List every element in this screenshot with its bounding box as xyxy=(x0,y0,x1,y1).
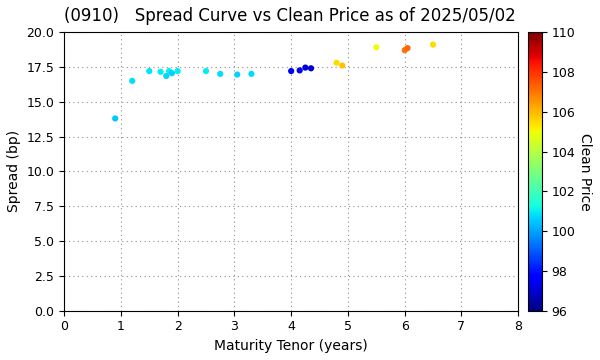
Point xyxy=(400,47,409,53)
Point xyxy=(201,68,211,74)
Point xyxy=(295,67,304,73)
Point xyxy=(306,66,316,71)
Point xyxy=(145,68,154,74)
Y-axis label: Spread (bp): Spread (bp) xyxy=(7,130,21,212)
Point xyxy=(110,116,120,121)
Point xyxy=(127,78,137,84)
Point xyxy=(286,68,296,74)
Point xyxy=(215,71,225,77)
Point xyxy=(164,68,174,74)
Point xyxy=(301,65,310,71)
Point xyxy=(403,45,412,51)
Point xyxy=(167,70,177,76)
Point xyxy=(161,73,171,79)
Point xyxy=(337,63,347,68)
Point xyxy=(173,68,182,74)
Point xyxy=(371,45,381,50)
X-axis label: Maturity Tenor (years): Maturity Tenor (years) xyxy=(214,339,368,353)
Point xyxy=(332,60,341,66)
Point xyxy=(156,69,166,75)
Text: (0910)   Spread Curve vs Clean Price as of 2025/05/02: (0910) Spread Curve vs Clean Price as of… xyxy=(64,7,516,25)
Point xyxy=(232,72,242,77)
Point xyxy=(428,42,438,48)
Point xyxy=(247,71,256,77)
Y-axis label: Clean Price: Clean Price xyxy=(578,132,592,210)
